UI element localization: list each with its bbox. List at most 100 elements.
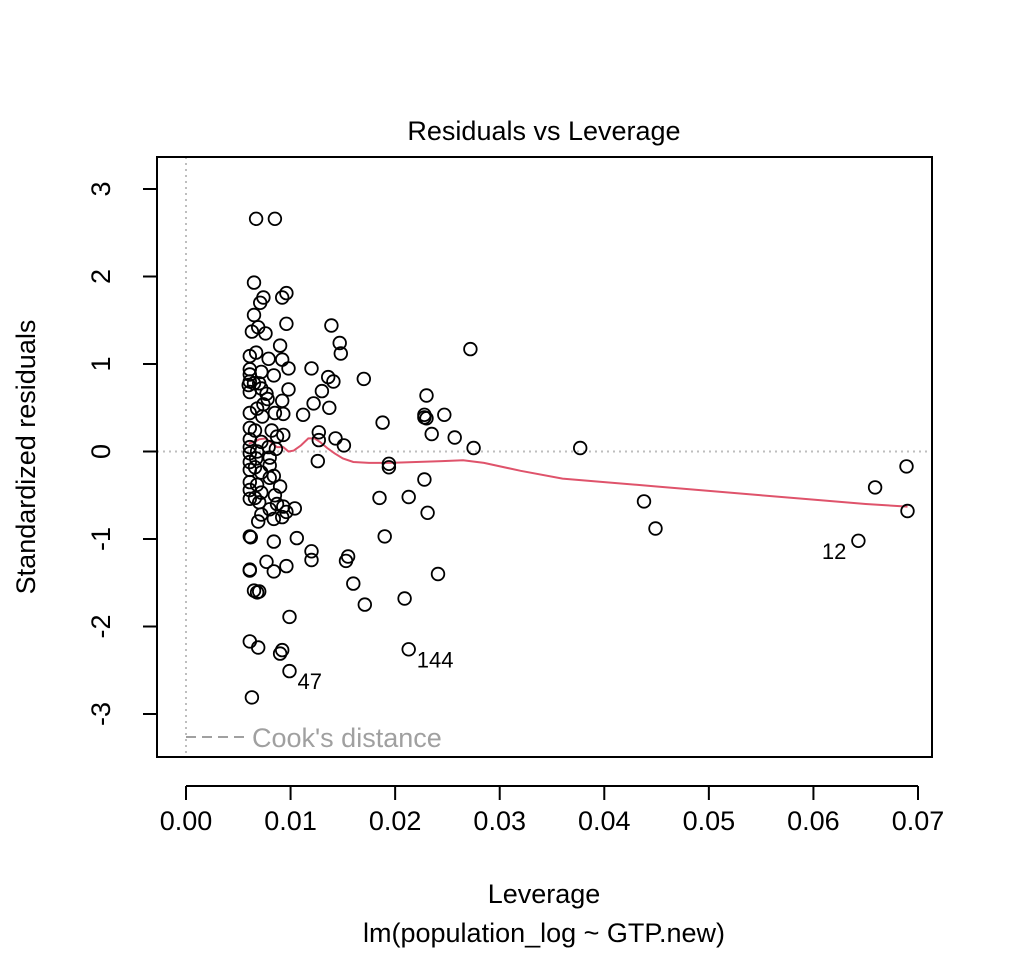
data-point [311, 425, 327, 440]
data-point [276, 406, 291, 422]
x-tick-label: 0.04 [578, 806, 631, 836]
data-point [247, 490, 263, 506]
data-point [424, 426, 439, 442]
data-point [346, 576, 361, 591]
data-point [246, 307, 262, 323]
data-point [251, 514, 266, 529]
data-point [304, 552, 319, 568]
data-point [375, 415, 390, 430]
data-point [430, 566, 446, 582]
data-point [304, 361, 319, 376]
data-point [899, 459, 914, 474]
data-point [244, 324, 260, 339]
data-point [357, 597, 373, 612]
data-point [397, 591, 412, 606]
data-point [242, 474, 258, 490]
y-tick-label: 1 [86, 356, 116, 371]
y-tick-label: 3 [86, 181, 116, 196]
legend-label: Cook's distance [252, 723, 442, 753]
data-point [279, 285, 294, 301]
data-point [381, 460, 397, 475]
x-tick-label: 0.07 [892, 806, 945, 836]
data-point [322, 400, 337, 416]
data-point [255, 409, 270, 424]
data-point [267, 488, 283, 503]
data-point [333, 346, 349, 361]
x-tick-label: 0.05 [683, 806, 736, 836]
data-point [338, 553, 354, 569]
data-point [242, 491, 258, 507]
data-point [377, 529, 392, 544]
data-point [417, 472, 432, 487]
y-tick-label: 0 [86, 444, 116, 459]
data-point [326, 374, 341, 389]
data-point [266, 511, 282, 527]
y-tick-label: 2 [86, 269, 116, 284]
data-point [242, 563, 258, 578]
data-point [261, 351, 276, 367]
data-point [636, 494, 652, 509]
y-axis: -3 -2 -1 0 1 2 3 [86, 181, 158, 726]
data-point [372, 490, 387, 506]
point-labels: 12 144 47 [298, 539, 847, 694]
reference-lines [157, 157, 932, 757]
x-tick-label: 0.03 [473, 806, 526, 836]
smooth-line [248, 437, 908, 508]
x-axis: 0.00 0.01 0.02 0.03 0.04 0.05 0.06 0.07 [160, 785, 945, 836]
data-point [267, 211, 283, 227]
data-point [259, 554, 274, 570]
plot-frame [156, 156, 933, 758]
data-point [272, 338, 288, 353]
data-point [281, 382, 296, 397]
data-point [269, 496, 285, 512]
data-point [259, 386, 274, 402]
data-point [314, 383, 330, 399]
data-point [332, 335, 347, 351]
data-point [275, 290, 290, 305]
data-point [420, 505, 435, 521]
data-point [244, 690, 260, 705]
data-point [324, 318, 339, 333]
data-point [648, 521, 663, 536]
data-point [243, 530, 259, 545]
data-point [242, 405, 258, 421]
data-point [276, 427, 291, 443]
data-point [242, 634, 258, 649]
data-point [262, 470, 277, 486]
x-axis-label: Leverage [488, 879, 601, 909]
data-point [311, 432, 327, 448]
data-point [295, 407, 311, 423]
data-point [268, 441, 284, 457]
data-point [419, 411, 434, 426]
data-point [304, 544, 319, 559]
data-point [241, 377, 256, 393]
data-point [306, 396, 321, 411]
y-axis-label: Standardized residuals [11, 320, 41, 595]
x-tick-label: 0.06 [787, 806, 840, 836]
data-point [275, 352, 290, 367]
data-point [242, 367, 258, 382]
data-point [851, 533, 866, 549]
data-point [258, 326, 273, 341]
data-point [251, 640, 266, 655]
legend: Cook's distance [186, 723, 442, 753]
data-point [867, 480, 883, 495]
data-point [463, 341, 478, 357]
data-point [246, 275, 262, 290]
data-point [466, 440, 481, 456]
chart-title: Residuals vs Leverage [407, 116, 680, 146]
data-point [275, 393, 290, 409]
x-tick-label: 0.02 [369, 806, 422, 836]
x-axis-subtitle: lm(population_log ~ GTP.new) [363, 918, 725, 948]
data-point [447, 430, 462, 445]
y-tick-label: -3 [86, 702, 116, 726]
data-point [279, 316, 294, 332]
data-point [573, 440, 588, 456]
data-point [282, 663, 297, 679]
data-point [419, 388, 434, 403]
data-point [401, 642, 416, 657]
data-point [289, 530, 305, 546]
data-point [249, 444, 265, 459]
point-label: 144 [417, 647, 454, 672]
